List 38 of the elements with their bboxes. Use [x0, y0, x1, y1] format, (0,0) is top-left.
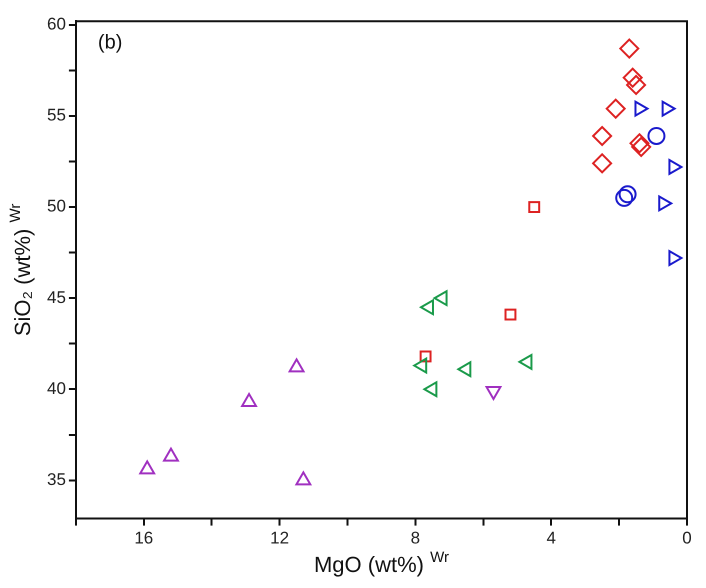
- y-axis-title: SiO₂ (wt%) Wr: [7, 204, 35, 336]
- x-tick-label: 0: [682, 528, 692, 548]
- y-tick-label: 45: [46, 288, 66, 307]
- x-tick-label: 16: [134, 528, 154, 548]
- point: [618, 185, 637, 204]
- point: [668, 159, 682, 175]
- point: [615, 188, 634, 207]
- x-tick-label: 12: [270, 528, 290, 548]
- point: [413, 358, 428, 374]
- annotation: (b): [98, 32, 122, 54]
- point: [423, 381, 438, 398]
- y-tick-label: 55: [46, 106, 66, 125]
- y-tick-label: 50: [46, 196, 66, 216]
- x-axis-title: MgO (wt%) Wr: [314, 549, 449, 577]
- point: [619, 38, 640, 59]
- point: [592, 153, 612, 174]
- point: [647, 126, 666, 145]
- point: [606, 98, 626, 119]
- y-tick-label: 40: [46, 378, 66, 398]
- point: [592, 126, 612, 146]
- point: [629, 133, 650, 154]
- point: [457, 361, 472, 378]
- point: [631, 136, 652, 157]
- y-tick-label: 60: [46, 14, 66, 34]
- point: [504, 308, 516, 320]
- point: [668, 250, 682, 266]
- point: [634, 100, 648, 117]
- point: [626, 74, 646, 95]
- point: [622, 68, 643, 88]
- x-tick-label: 8: [410, 528, 420, 548]
- x-tick-label: 4: [546, 528, 556, 548]
- point: [434, 290, 448, 306]
- point: [518, 354, 532, 370]
- point: [528, 201, 540, 213]
- point: [420, 299, 434, 316]
- point: [658, 195, 672, 212]
- point: [662, 100, 676, 117]
- y-tick-label: 35: [46, 470, 66, 490]
